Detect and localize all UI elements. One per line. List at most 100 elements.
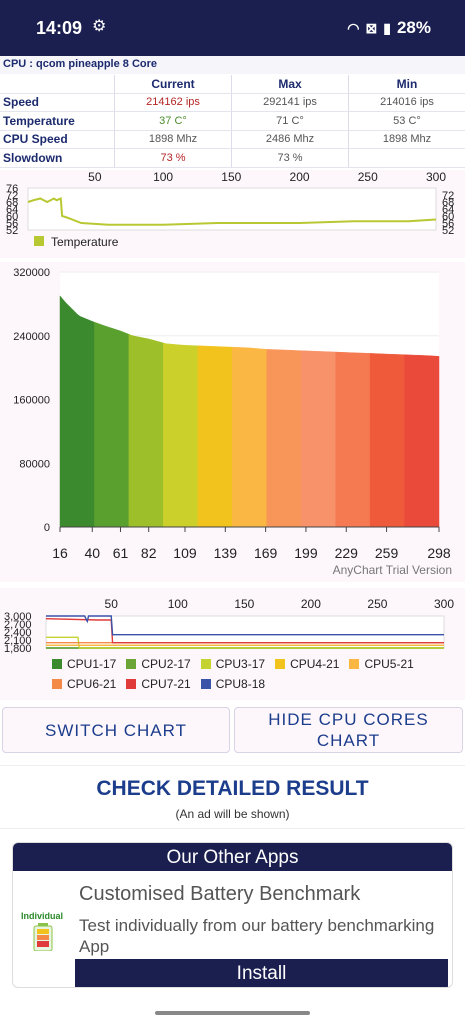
performance-y-tick: 0 xyxy=(44,522,50,534)
other-apps-card: Our Other Apps Individual Customised Bat… xyxy=(12,842,453,988)
temperature-y-tick-right: 56 xyxy=(442,218,454,230)
cores-x-tick: 200 xyxy=(301,597,321,611)
stats-header-row: Current Max Min xyxy=(0,75,465,94)
battery-app-icon xyxy=(33,923,53,951)
temperature-y-tick-right: 72 xyxy=(442,190,454,202)
battery-icon: ▮ xyxy=(383,19,391,36)
gesture-nav-bar[interactable] xyxy=(155,1011,310,1015)
temperature-series-line xyxy=(27,197,437,226)
temperature-y-tick-right: 60 xyxy=(442,211,454,223)
temperature-y-tick-right: 52 xyxy=(442,225,454,237)
cores-legend-label: CPU1-17 xyxy=(67,657,117,671)
temperature-y-tick-right: 64 xyxy=(442,204,454,216)
performance-x-tick: 82 xyxy=(141,545,157,561)
performance-x-tick: 40 xyxy=(84,545,100,561)
cores-x-tick: 150 xyxy=(234,597,254,611)
cpu-cores-chart-svg: 50 100 150 200 250 300 3,0002,7002,4002,1001,8… xyxy=(4,597,454,655)
performance-area-segment xyxy=(94,321,130,528)
temperature-y-tick: 56 xyxy=(6,218,18,230)
cores-legend-item[interactable]: CPU2-17 xyxy=(126,654,191,674)
cpuspeed-max: 2486 Mhz xyxy=(231,130,348,148)
performance-area-segment xyxy=(300,350,336,528)
cores-y-tick: 3,000 xyxy=(4,611,32,623)
cores-legend-label: CPU8-18 xyxy=(215,677,266,691)
cores-legend-label: CPU2-17 xyxy=(141,657,191,671)
cores-legend-item[interactable]: CPU4-21 xyxy=(275,654,339,674)
cores-y-tick: 2,700 xyxy=(4,619,32,631)
cores-legend-item[interactable]: CPU1-17 xyxy=(52,654,116,674)
check-subtitle: (An ad will be shown) xyxy=(175,807,290,821)
cores-legend-item[interactable]: CPU3-17 xyxy=(200,654,266,674)
performance-x-tick: 61 xyxy=(113,545,129,561)
check-title: CHECK DETAILED RESULT xyxy=(96,777,369,800)
battery-level: 28% xyxy=(396,18,431,37)
performance-area-segment xyxy=(232,346,267,528)
header-max: Max xyxy=(231,75,348,93)
temp-current: 37 C° xyxy=(114,112,231,130)
cores-legend-item[interactable]: CPU8-18 xyxy=(200,674,266,694)
temperature-legend-swatch xyxy=(34,236,44,246)
row-label: CPU Speed xyxy=(3,132,68,147)
status-icons: ◠ ⊠ ▮ 28% xyxy=(347,18,431,38)
cores-legend-label: CPU7-21 xyxy=(141,677,191,691)
performance-area-segment xyxy=(197,345,233,528)
cores-legend-swatch xyxy=(126,679,137,689)
temp-min: 53 C° xyxy=(348,112,465,130)
cpu-title: CPU : qcom pineapple 8 Core xyxy=(0,56,465,74)
check-detailed-result-button[interactable]: CHECK DETAILED RESULT (An ad will be sho… xyxy=(0,765,465,829)
cores-legend-label: CPU3-17 xyxy=(215,657,266,671)
performance-area-segment xyxy=(128,333,164,528)
temperature-x-tick: 100 xyxy=(153,170,173,184)
anychart-watermark: AnyChart Trial Version xyxy=(333,563,452,577)
app-name: Customised Battery Benchmark xyxy=(79,883,361,905)
performance-x-tick: 16 xyxy=(52,545,68,561)
cores-legend-swatch xyxy=(349,659,360,669)
cores-y-tick: 2,100 xyxy=(4,635,32,647)
temperature-x-tick: 50 xyxy=(88,170,102,184)
temperature-y-tick: 64 xyxy=(6,204,18,216)
performance-area-segment xyxy=(163,342,199,528)
cores-legend-swatch xyxy=(275,659,286,669)
slowdown-max: 73 % xyxy=(231,149,348,167)
slowdown-current: 73 % xyxy=(114,149,231,167)
temperature-chart-svg: 50 100 150 200 250 30076726864605652726864605… xyxy=(6,170,454,249)
no-sim-icon: ⊠ xyxy=(365,19,378,36)
slowdown-min xyxy=(348,149,465,167)
temperature-x-tick: 300 xyxy=(426,170,446,184)
performance-x-tick: 139 xyxy=(214,545,238,561)
cores-legend-swatch xyxy=(126,659,137,669)
hide-cpu-cores-chart-button[interactable]: HIDE CPU CORES CHART xyxy=(234,707,463,753)
performance-x-tick: 298 xyxy=(427,545,451,561)
performance-y-tick: 160000 xyxy=(13,395,50,407)
cores-legend-item[interactable]: CPU7-21 xyxy=(126,674,191,694)
cores-legend-swatch xyxy=(52,659,62,669)
stats-table: Current Max Min Speed 214162 ips 292141 … xyxy=(0,75,465,168)
other-apps-header: Our Other Apps xyxy=(13,843,452,871)
cores-series-line xyxy=(46,636,444,649)
performance-area-segment xyxy=(266,349,302,528)
switch-chart-button[interactable]: SWITCH CHART xyxy=(2,707,230,753)
stats-row-temperature: Temperature 37 C° 71 C° 53 C° xyxy=(0,112,465,131)
row-label: Temperature xyxy=(3,113,75,128)
header-current: Current xyxy=(114,75,231,93)
speed-max: 292141 ips xyxy=(231,93,348,111)
cores-legend-swatch xyxy=(200,659,211,669)
cores-legend-item[interactable]: CPU5-21 xyxy=(349,654,414,674)
cpu-cores-legend: CPU1-17 CPU2-17 CPU3-17 CPU4-21 CPU5-21 CPU6-… xyxy=(52,654,462,694)
performance-x-tick: 229 xyxy=(335,545,359,561)
cores-legend-item[interactable]: CPU6-21 xyxy=(52,674,116,694)
gear-icon: ⚙ xyxy=(92,18,107,35)
temperature-y-tick: 68 xyxy=(6,197,18,209)
temperature-legend-label: Temperature xyxy=(51,235,119,249)
speed-min: 214016 ips xyxy=(348,93,465,111)
temp-max: 71 C° xyxy=(231,112,348,130)
cores-y-tick: 1,800 xyxy=(4,643,32,654)
cores-legend-swatch xyxy=(200,679,211,689)
cores-legend-swatch xyxy=(52,679,62,689)
performance-area-segment xyxy=(59,295,95,528)
performance-area-segment xyxy=(404,354,440,528)
battery-app-icon-label: Individual xyxy=(21,911,64,921)
performance-area-segment xyxy=(369,353,405,528)
install-button[interactable]: Install xyxy=(75,959,448,987)
speed-current: 214162 ips xyxy=(114,93,231,111)
